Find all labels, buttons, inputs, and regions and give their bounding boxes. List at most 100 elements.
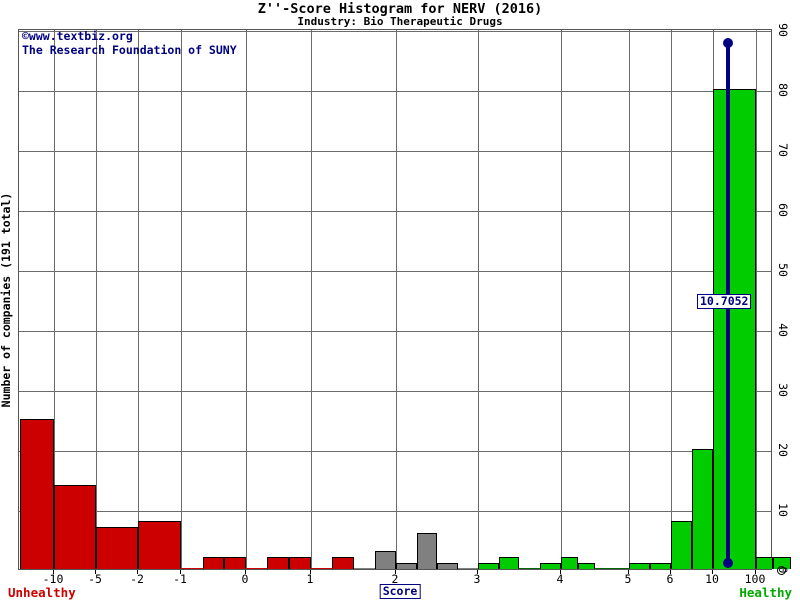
histogram-bar [650, 563, 671, 569]
gridline-horizontal [19, 451, 771, 452]
x-axis-tick-label: 2 [391, 572, 399, 586]
gridline-horizontal [19, 151, 771, 152]
histogram-bar [375, 551, 396, 569]
gridline-vertical [181, 30, 182, 569]
x-axis-tick-label: 1 [306, 572, 314, 586]
histogram-bar [713, 89, 756, 569]
y-axis-label: Number of companies (191 total) [0, 192, 13, 408]
gridline-vertical [138, 30, 139, 569]
histogram-bar [138, 521, 181, 569]
x-axis-tick [310, 570, 311, 574]
histogram-bar [692, 449, 713, 569]
gridline-vertical [311, 30, 312, 569]
x-axis-tick [53, 570, 54, 574]
gridline-vertical [756, 30, 757, 569]
y-axis-tick-label: 10 [776, 503, 790, 517]
x-axis-label-badge: Score [379, 584, 421, 599]
y-axis-tick-label: 80 [776, 83, 790, 97]
x-axis-tick-label: 100 [744, 572, 766, 586]
x-axis-tick [137, 570, 138, 574]
histogram-bar [289, 557, 311, 569]
histogram-bar [756, 557, 773, 569]
histogram-bar [354, 568, 375, 569]
histogram-bar [20, 419, 54, 569]
gridline-horizontal [19, 391, 771, 392]
page-title: Z''-Score Histogram for NERV (2016) [257, 1, 543, 17]
score-marker-dot-top [723, 38, 733, 48]
x-axis-tick-label: 3 [473, 572, 481, 586]
gridline-horizontal [19, 511, 771, 512]
gridline-vertical [478, 30, 479, 569]
healthy-label: Healthy [739, 585, 792, 600]
x-axis-tick-label: -2 [130, 572, 144, 586]
y-axis-tick-label: 40 [776, 323, 790, 337]
gridline-horizontal [19, 211, 771, 212]
histogram-bar [458, 568, 478, 569]
axis-end-circle-icon [777, 566, 786, 575]
gridline-horizontal [19, 331, 771, 332]
gridline-vertical [54, 30, 55, 569]
gridline-vertical [396, 30, 397, 569]
x-axis-tick [712, 570, 713, 574]
copyright-notice: ©www.textbiz.org The Research Foundation… [22, 29, 237, 57]
gridline-vertical [96, 30, 97, 569]
histogram-bar [519, 568, 540, 569]
x-axis-tick-label: -10 [42, 572, 64, 586]
x-axis-tick [670, 570, 671, 574]
histogram-bar [417, 533, 437, 569]
histogram-bar [203, 557, 224, 569]
histogram-bar [246, 568, 267, 569]
unhealthy-label: Unhealthy [8, 585, 76, 600]
score-marker-dot-bottom [723, 558, 733, 568]
histogram-bar [311, 568, 332, 569]
x-axis-tick-label: 5 [624, 572, 632, 586]
y-axis-tick-label: 60 [776, 203, 790, 217]
x-axis-tick [560, 570, 561, 574]
gridline-horizontal [19, 271, 771, 272]
histogram-bar [96, 527, 138, 569]
histogram-bar [437, 563, 458, 569]
histogram-bar [332, 557, 354, 569]
histogram-bar [499, 557, 519, 569]
copyright-line-2: The Research Foundation of SUNY [22, 42, 237, 57]
histogram-bar [396, 563, 417, 569]
histogram-bar [267, 557, 289, 569]
x-axis-tick [628, 570, 629, 574]
y-axis-tick-label: 30 [776, 383, 790, 397]
histogram-bar [612, 568, 629, 569]
histogram-bar [629, 563, 650, 569]
histogram-bar [54, 485, 96, 569]
histogram-bar [540, 563, 561, 569]
chart-subtitle: Industry: Bio Therapeutic Drugs [297, 15, 503, 28]
x-axis-tick [95, 570, 96, 574]
histogram-bar [181, 568, 203, 569]
histogram-bar [773, 557, 791, 569]
gridline-vertical [561, 30, 562, 569]
x-axis-tick [755, 570, 756, 574]
x-axis-tick-label: 6 [666, 572, 674, 586]
gridline-vertical [671, 30, 672, 569]
y-axis-tick-label: 20 [776, 443, 790, 457]
gridline-horizontal [19, 91, 771, 92]
histogram-bar [478, 563, 499, 569]
x-axis-tick [395, 570, 396, 574]
x-axis-tick [180, 570, 181, 574]
x-axis-tick-label: -5 [88, 572, 102, 586]
y-axis-tick-label: 50 [776, 263, 790, 277]
y-axis-tick-label: 90 [776, 23, 790, 37]
gridline-horizontal [19, 31, 771, 32]
plot-area: 10.7052 [18, 29, 791, 570]
x-axis-tick-label: 10 [705, 572, 719, 586]
x-axis-tick [477, 570, 478, 574]
gridline-vertical [629, 30, 630, 569]
x-axis-tick-label: 4 [556, 572, 564, 586]
score-marker-value: 10.7052 [697, 294, 752, 309]
histogram-bar [578, 563, 595, 569]
x-axis-tick-label: -1 [173, 572, 187, 586]
histogram-bar [671, 521, 692, 569]
histogram-bar [595, 568, 612, 569]
copyright-line-1: ©www.textbiz.org [22, 29, 133, 43]
histogram-bar [224, 557, 246, 569]
x-axis-tick-label: 0 [241, 572, 249, 586]
